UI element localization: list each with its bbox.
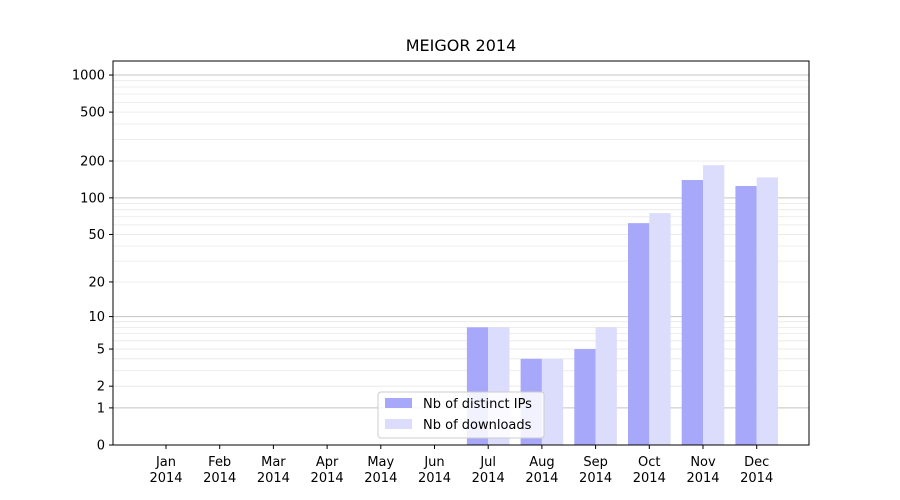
bar-downloads-dec <box>756 177 778 446</box>
x-tick-label-year: 2014 <box>149 471 182 486</box>
y-axis: 0 1 2 5 10 20 50 100 200 500 1000 <box>72 69 113 454</box>
plot-frame <box>112 60 810 446</box>
x-tick-label-month: Jan <box>155 455 176 470</box>
y-tick-label: 500 <box>80 106 105 121</box>
x-tick-label-month: Mar <box>261 455 286 470</box>
x-tick-label-month: May <box>367 455 394 470</box>
x-tick-label-month: Aug <box>529 455 554 470</box>
bar-downloads-nov <box>703 165 725 445</box>
x-tick-label-month: Nov <box>690 455 716 470</box>
y-tick-label: 100 <box>80 191 105 206</box>
x-tick-label-month: Dec <box>744 455 769 470</box>
legend-swatch <box>385 419 412 429</box>
legend: Nb of distinct IPs Nb of downloads <box>377 391 545 439</box>
x-tick-label-year: 2014 <box>364 471 397 486</box>
x-tick-label-year: 2014 <box>686 471 719 486</box>
bars <box>466 165 778 446</box>
x-tick-label-year: 2014 <box>311 471 344 486</box>
legend-swatch <box>385 398 412 408</box>
x-tick-label-year: 2014 <box>525 471 558 486</box>
y-tick-label: 10 <box>88 310 105 325</box>
y-tick-label: 1000 <box>72 69 105 84</box>
x-tick-label-month: Jul <box>479 455 496 470</box>
legend-label: Nb of downloads <box>423 418 532 433</box>
bar-downloads-sep <box>595 327 617 445</box>
x-tick-label-month: Apr <box>316 455 339 470</box>
y-tick-label: 0 <box>97 439 105 454</box>
x-tick-label-year: 2014 <box>579 471 612 486</box>
y-tick-label: 50 <box>88 228 105 243</box>
bar-distinct-ips-nov <box>681 179 703 445</box>
bar-downloads-oct <box>649 213 671 445</box>
y-tick-label: 1 <box>97 401 105 416</box>
bar-distinct-ips-oct <box>628 223 650 445</box>
x-tick-label-month: Jun <box>423 455 444 470</box>
y-tick-label: 5 <box>97 343 105 358</box>
x-tick-label-month: Feb <box>208 455 231 470</box>
x-tick-label-year: 2014 <box>472 471 505 486</box>
x-tick-label-month: Sep <box>583 455 608 470</box>
x-tick-label-year: 2014 <box>257 471 290 486</box>
bar-distinct-ips-sep <box>574 349 596 445</box>
x-tick-label-month: Oct <box>638 455 660 470</box>
y-tick-label: 200 <box>80 155 105 170</box>
x-axis: Jan2014Feb2014Mar2014Apr2014May2014Jun20… <box>149 445 773 486</box>
legend-box <box>377 391 545 439</box>
legend-label: Nb of distinct IPs <box>423 397 532 412</box>
bar-distinct-ips-dec <box>735 186 757 446</box>
x-tick-label-year: 2014 <box>740 471 773 486</box>
y-tick-label: 20 <box>88 275 105 290</box>
x-tick-label-year: 2014 <box>418 471 451 486</box>
chart-title: MEIGOR 2014 <box>406 36 517 55</box>
bar-downloads-aug <box>541 358 564 445</box>
x-tick-label-year: 2014 <box>633 471 666 486</box>
x-tick-label-year: 2014 <box>203 471 236 486</box>
y-tick-label: 2 <box>97 380 105 395</box>
